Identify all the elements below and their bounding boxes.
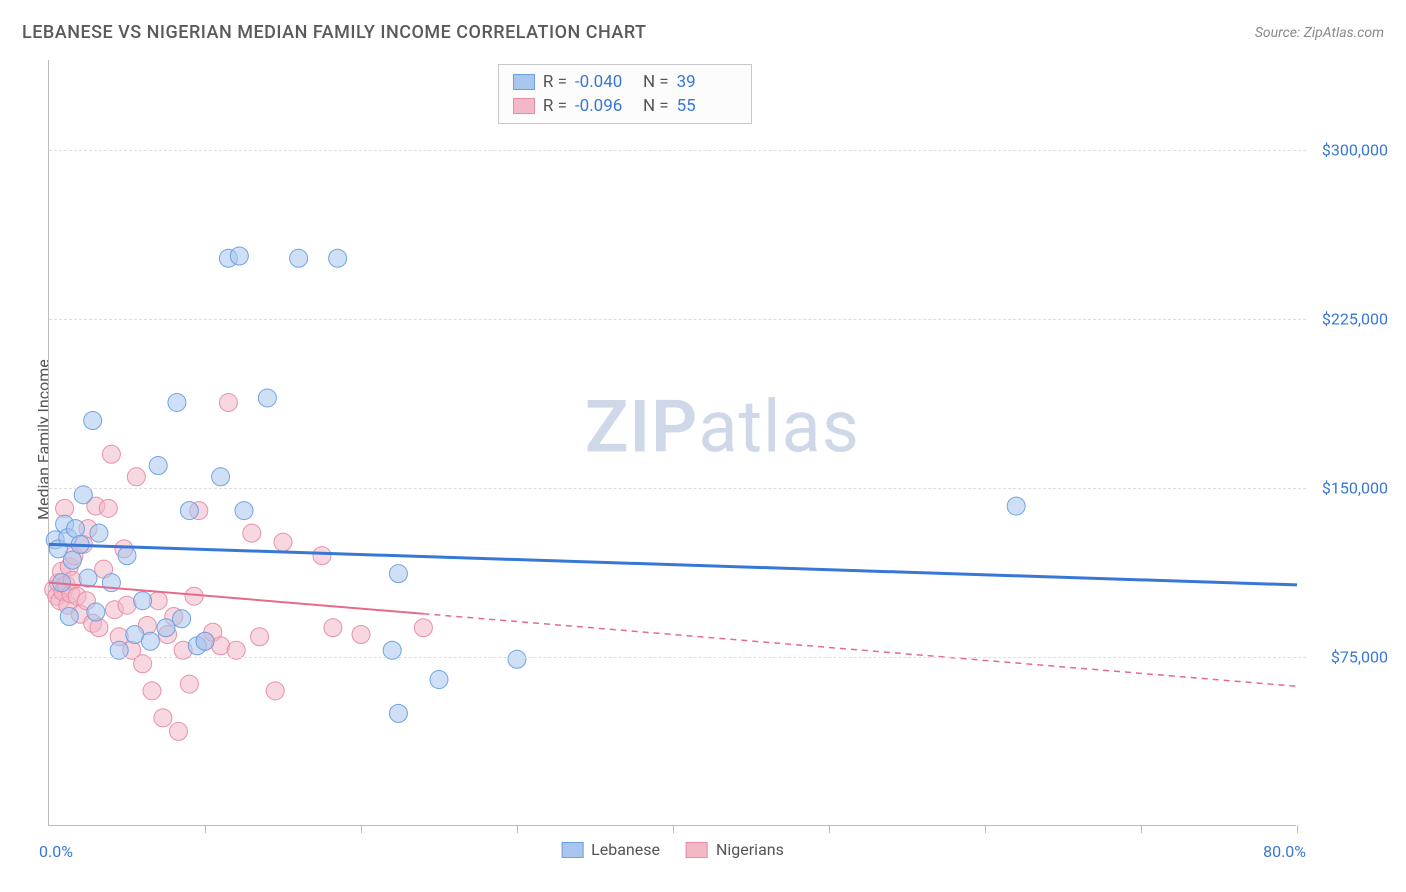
data-point-lebanese bbox=[60, 607, 78, 625]
x-tick bbox=[517, 825, 518, 833]
data-point-lebanese bbox=[168, 393, 186, 411]
source-attribution: Source: ZipAtlas.com bbox=[1255, 25, 1384, 41]
data-point-lebanese bbox=[63, 551, 81, 569]
data-point-nigerians bbox=[266, 682, 284, 700]
data-point-lebanese bbox=[157, 619, 175, 637]
gridline bbox=[49, 319, 1306, 320]
x-tick bbox=[361, 825, 362, 833]
data-point-nigerians bbox=[169, 722, 187, 740]
data-point-lebanese bbox=[141, 632, 159, 650]
plot-area: ZIPatlas R =-0.040N =39R =-0.096N =55 0.… bbox=[48, 60, 1296, 826]
y-tick-label: $300,000 bbox=[1303, 141, 1388, 160]
data-point-lebanese bbox=[84, 411, 102, 429]
data-point-lebanese bbox=[235, 502, 253, 520]
data-point-nigerians bbox=[324, 619, 342, 637]
data-point-lebanese bbox=[180, 502, 198, 520]
legend-row-nigerians: R = -0.096 N = 55 bbox=[513, 94, 737, 118]
data-point-nigerians bbox=[243, 524, 261, 542]
x-tick bbox=[985, 825, 986, 833]
x-tick bbox=[673, 825, 674, 833]
data-point-nigerians bbox=[154, 709, 172, 727]
data-point-lebanese bbox=[196, 632, 214, 650]
data-point-lebanese bbox=[134, 592, 152, 610]
legend-label-lebanese: Lebanese bbox=[591, 840, 660, 859]
data-point-lebanese bbox=[67, 520, 85, 538]
source-prefix: Source: bbox=[1255, 25, 1304, 41]
n-value-lebanese: 39 bbox=[677, 70, 737, 94]
chart-title: LEBANESE VS NIGERIAN MEDIAN FAMILY INCOM… bbox=[22, 22, 647, 43]
n-value-nigerians: 55 bbox=[677, 94, 737, 118]
source-name: ZipAtlas.com bbox=[1304, 25, 1384, 41]
x-tick bbox=[1141, 825, 1142, 833]
data-point-nigerians bbox=[143, 682, 161, 700]
data-point-lebanese bbox=[389, 704, 407, 722]
gridline bbox=[49, 150, 1306, 151]
trendline-extrapolated-nigerians bbox=[423, 614, 1297, 687]
legend-swatch-nigerians bbox=[513, 98, 535, 114]
x-tick bbox=[1297, 825, 1298, 833]
data-point-nigerians bbox=[414, 619, 432, 637]
x-max-label: 80.0% bbox=[1263, 842, 1306, 861]
n-label: N = bbox=[643, 94, 669, 118]
y-tick-label: $150,000 bbox=[1303, 479, 1388, 498]
gridline bbox=[49, 488, 1306, 489]
data-point-lebanese bbox=[149, 457, 167, 475]
data-point-lebanese bbox=[87, 603, 105, 621]
data-point-nigerians bbox=[90, 619, 108, 637]
trendline-lebanese bbox=[49, 544, 1297, 585]
y-tick-label: $225,000 bbox=[1303, 310, 1388, 329]
x-min-label: 0.0% bbox=[39, 842, 73, 861]
r-label: R = bbox=[543, 70, 567, 94]
legend-swatch-nigerians bbox=[686, 842, 708, 858]
data-point-lebanese bbox=[212, 468, 230, 486]
legend-item-lebanese: Lebanese bbox=[561, 840, 660, 859]
data-point-lebanese bbox=[173, 610, 191, 628]
x-tick bbox=[205, 825, 206, 833]
n-label: N = bbox=[643, 70, 669, 94]
chart-header: LEBANESE VS NIGERIAN MEDIAN FAMILY INCOM… bbox=[22, 22, 1384, 43]
data-point-lebanese bbox=[290, 249, 308, 267]
data-point-lebanese bbox=[329, 249, 347, 267]
chart-svg bbox=[49, 60, 1297, 826]
data-point-lebanese bbox=[230, 247, 248, 265]
legend-label-nigerians: Nigerians bbox=[716, 840, 784, 859]
data-point-nigerians bbox=[99, 499, 117, 517]
legend-row-lebanese: R = -0.040 N = 39 bbox=[513, 70, 737, 94]
data-point-lebanese bbox=[430, 671, 448, 689]
data-point-nigerians bbox=[352, 626, 370, 644]
data-point-nigerians bbox=[274, 533, 292, 551]
series-legend: Lebanese Nigerians bbox=[561, 840, 784, 859]
correlation-legend: R = -0.040 N = 39 R = -0.096 N = 55 bbox=[498, 64, 752, 124]
legend-item-nigerians: Nigerians bbox=[686, 840, 784, 859]
data-point-nigerians bbox=[219, 393, 237, 411]
r-label: R = bbox=[543, 94, 567, 118]
data-point-nigerians bbox=[251, 628, 269, 646]
data-point-nigerians bbox=[313, 547, 331, 565]
gridline bbox=[49, 657, 1306, 658]
data-point-nigerians bbox=[102, 445, 120, 463]
data-point-lebanese bbox=[389, 565, 407, 583]
y-tick-label: $75,000 bbox=[1303, 648, 1388, 667]
r-value-nigerians: -0.096 bbox=[575, 94, 635, 118]
x-tick bbox=[829, 825, 830, 833]
data-point-lebanese bbox=[118, 547, 136, 565]
data-point-lebanese bbox=[1007, 497, 1025, 515]
legend-swatch-lebanese bbox=[513, 74, 535, 90]
data-point-nigerians bbox=[127, 468, 145, 486]
data-point-lebanese bbox=[508, 650, 526, 668]
data-point-lebanese bbox=[90, 524, 108, 542]
legend-swatch-lebanese bbox=[561, 842, 583, 858]
data-point-nigerians bbox=[180, 675, 198, 693]
data-point-lebanese bbox=[258, 389, 276, 407]
r-value-lebanese: -0.040 bbox=[575, 70, 635, 94]
